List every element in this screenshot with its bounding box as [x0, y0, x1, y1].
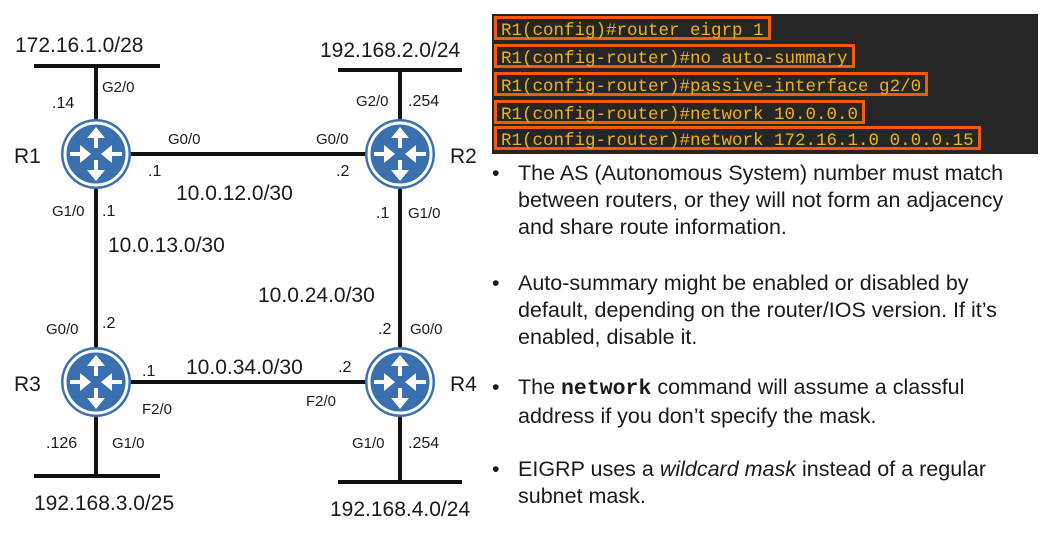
router-r1-label: R1 [14, 145, 41, 168]
router-r4-icon[interactable] [363, 345, 437, 419]
note-text: Auto-summary might be enabled or disable… [518, 271, 997, 349]
ifc-r1-lan: G2/0 [102, 79, 135, 96]
net-label-r1-r3: 10.0.13.0/30 [108, 234, 225, 257]
router-r1-icon[interactable] [59, 117, 133, 191]
net-label-lan-r1: 172.16.1.0/28 [15, 34, 143, 57]
note-text-pre: The [518, 375, 562, 399]
note-auto-summary: • Auto-summary might be enabled or disab… [492, 270, 1042, 351]
note-text: The network command will assume a classf… [518, 374, 1042, 430]
host-r2-lan: .254 [408, 93, 439, 110]
network-topology: R1 R2 R3 R4 172.16.1.0/28 192.168.2.0/24… [14, 34, 477, 521]
note-text: The AS (Autonomous System) number must m… [518, 161, 1004, 239]
note-text-post: command will assume a classful address i… [518, 375, 965, 428]
ifc-r2-to-r1: G0/0 [316, 131, 349, 148]
bullet-dot-icon: • [492, 161, 500, 185]
ifc-r4-lan: G1/0 [352, 435, 385, 452]
host-r4-to-r3: .2 [338, 359, 351, 376]
router-r2-label: R2 [450, 145, 477, 168]
router-r2-icon[interactable] [363, 117, 437, 191]
host-r4-to-r2: .2 [378, 321, 391, 338]
cli-line-no-auto-summary: R1(config-router)#no auto-summary [494, 44, 855, 69]
router-r3-label: R3 [14, 373, 41, 396]
router-r4-label: R4 [450, 373, 477, 396]
cli-line-network-172: R1(config-router)#network 172.16.1.0 0.0… [494, 126, 981, 151]
note-text-post: instead of a regular subnet mask. [518, 457, 987, 508]
net-label-lan-r4: 192.168.4.0/24 [330, 498, 470, 521]
ifc-r3-to-r1: G0/0 [46, 321, 79, 338]
cli-config-panel: R1(config)#router eigrp 1 R1(config-rout… [492, 14, 1038, 154]
ifc-r3-to-r4: F2/0 [142, 401, 172, 418]
note-text-pre: EIGRP uses a [518, 457, 660, 481]
ifc-r2-lan: G2/0 [356, 93, 389, 110]
cli-line-passive-interface: R1(config-router)#passive-interface g2/0 [494, 72, 929, 97]
host-r3-to-r1: .2 [102, 315, 115, 332]
ifc-r1-to-r2: G0/0 [168, 131, 201, 148]
host-r3-to-r4: .1 [142, 363, 155, 380]
bullet-dot-icon: • [492, 457, 500, 481]
net-label-lan-r2: 192.168.2.0/24 [320, 39, 460, 62]
host-r1-to-r3: .1 [102, 203, 115, 220]
router-r3-icon[interactable] [59, 345, 133, 419]
host-r4-lan: .254 [408, 435, 439, 452]
cli-line-network-10: R1(config-router)#network 10.0.0.0 [494, 100, 866, 125]
note-wildcard-mask: • EIGRP uses a wildcard mask instead of … [492, 456, 1042, 510]
ifc-r3-lan: G1/0 [112, 435, 145, 452]
host-r3-lan: .126 [46, 435, 77, 452]
ifc-r2-to-r4: G1/0 [408, 205, 441, 222]
ifc-r4-to-r3: F2/0 [306, 393, 336, 410]
bullet-dot-icon: • [492, 271, 500, 295]
host-r1-lan: .14 [52, 95, 74, 112]
net-label-lan-r3: 192.168.3.0/25 [34, 492, 174, 515]
net-label-r2-r4: 10.0.24.0/30 [258, 284, 375, 307]
cli-line-router-eigrp: R1(config)#router eigrp 1 [494, 16, 771, 41]
bullet-dot-icon: • [492, 375, 500, 399]
network-keyword: network [561, 377, 652, 401]
note-network-command: • The network command will assume a clas… [492, 374, 1042, 430]
net-label-r3-r4: 10.0.34.0/30 [186, 356, 303, 379]
host-r2-to-r1: .2 [336, 163, 349, 180]
host-r2-to-r4: .1 [376, 205, 389, 222]
wildcard-mask-emphasis: wildcard mask [659, 457, 797, 481]
note-as-number: • The AS (Autonomous System) number must… [492, 160, 1042, 241]
note-text: EIGRP uses a wildcard mask instead of a … [518, 456, 1042, 510]
host-r1-to-r2: .1 [148, 163, 161, 180]
net-label-r1-r2: 10.0.12.0/30 [176, 182, 293, 205]
ifc-r1-to-r3: G1/0 [52, 203, 85, 220]
ifc-r4-to-r2: G0/0 [410, 321, 443, 338]
